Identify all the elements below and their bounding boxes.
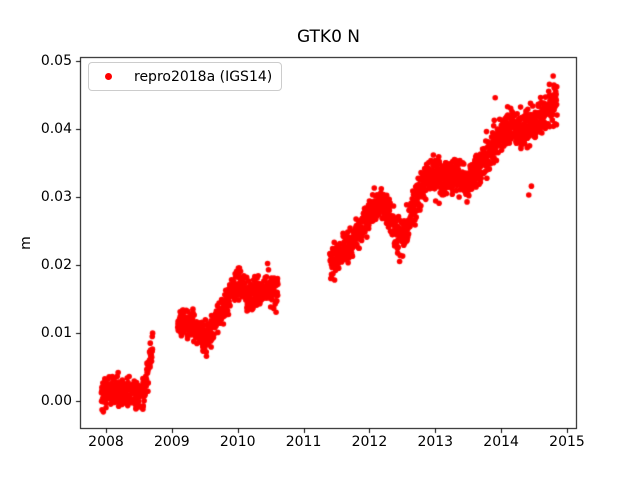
x-tick-label: 2008 [88,434,124,450]
y-tick-label: 0.05 [40,53,72,70]
y-tick-label: 0.03 [40,189,72,206]
y-tick-label: 0.01 [40,325,72,341]
y-tick-label: 0.00 [40,392,72,409]
y-tick-label: 0.04 [40,121,72,138]
x-tick-label: 2011 [285,434,322,450]
x-tick-label: 2009 [154,434,190,450]
legend: repro2018a (IGS14) [88,62,282,91]
x-tick-label: 2013 [417,434,454,450]
y-axis-label: m [18,236,34,250]
chart-title: GTK0 N [296,27,361,47]
legend-entry-label: repro2018a (IGS14) [134,68,273,85]
x-tick-label: 2014 [483,434,519,450]
x-tick-label: 2010 [219,434,256,450]
x-tick-label: 2012 [351,434,388,450]
legend-marker-icon [105,73,112,80]
x-tick-label: 2015 [549,434,585,450]
y-tick-label: 0.02 [40,257,72,274]
